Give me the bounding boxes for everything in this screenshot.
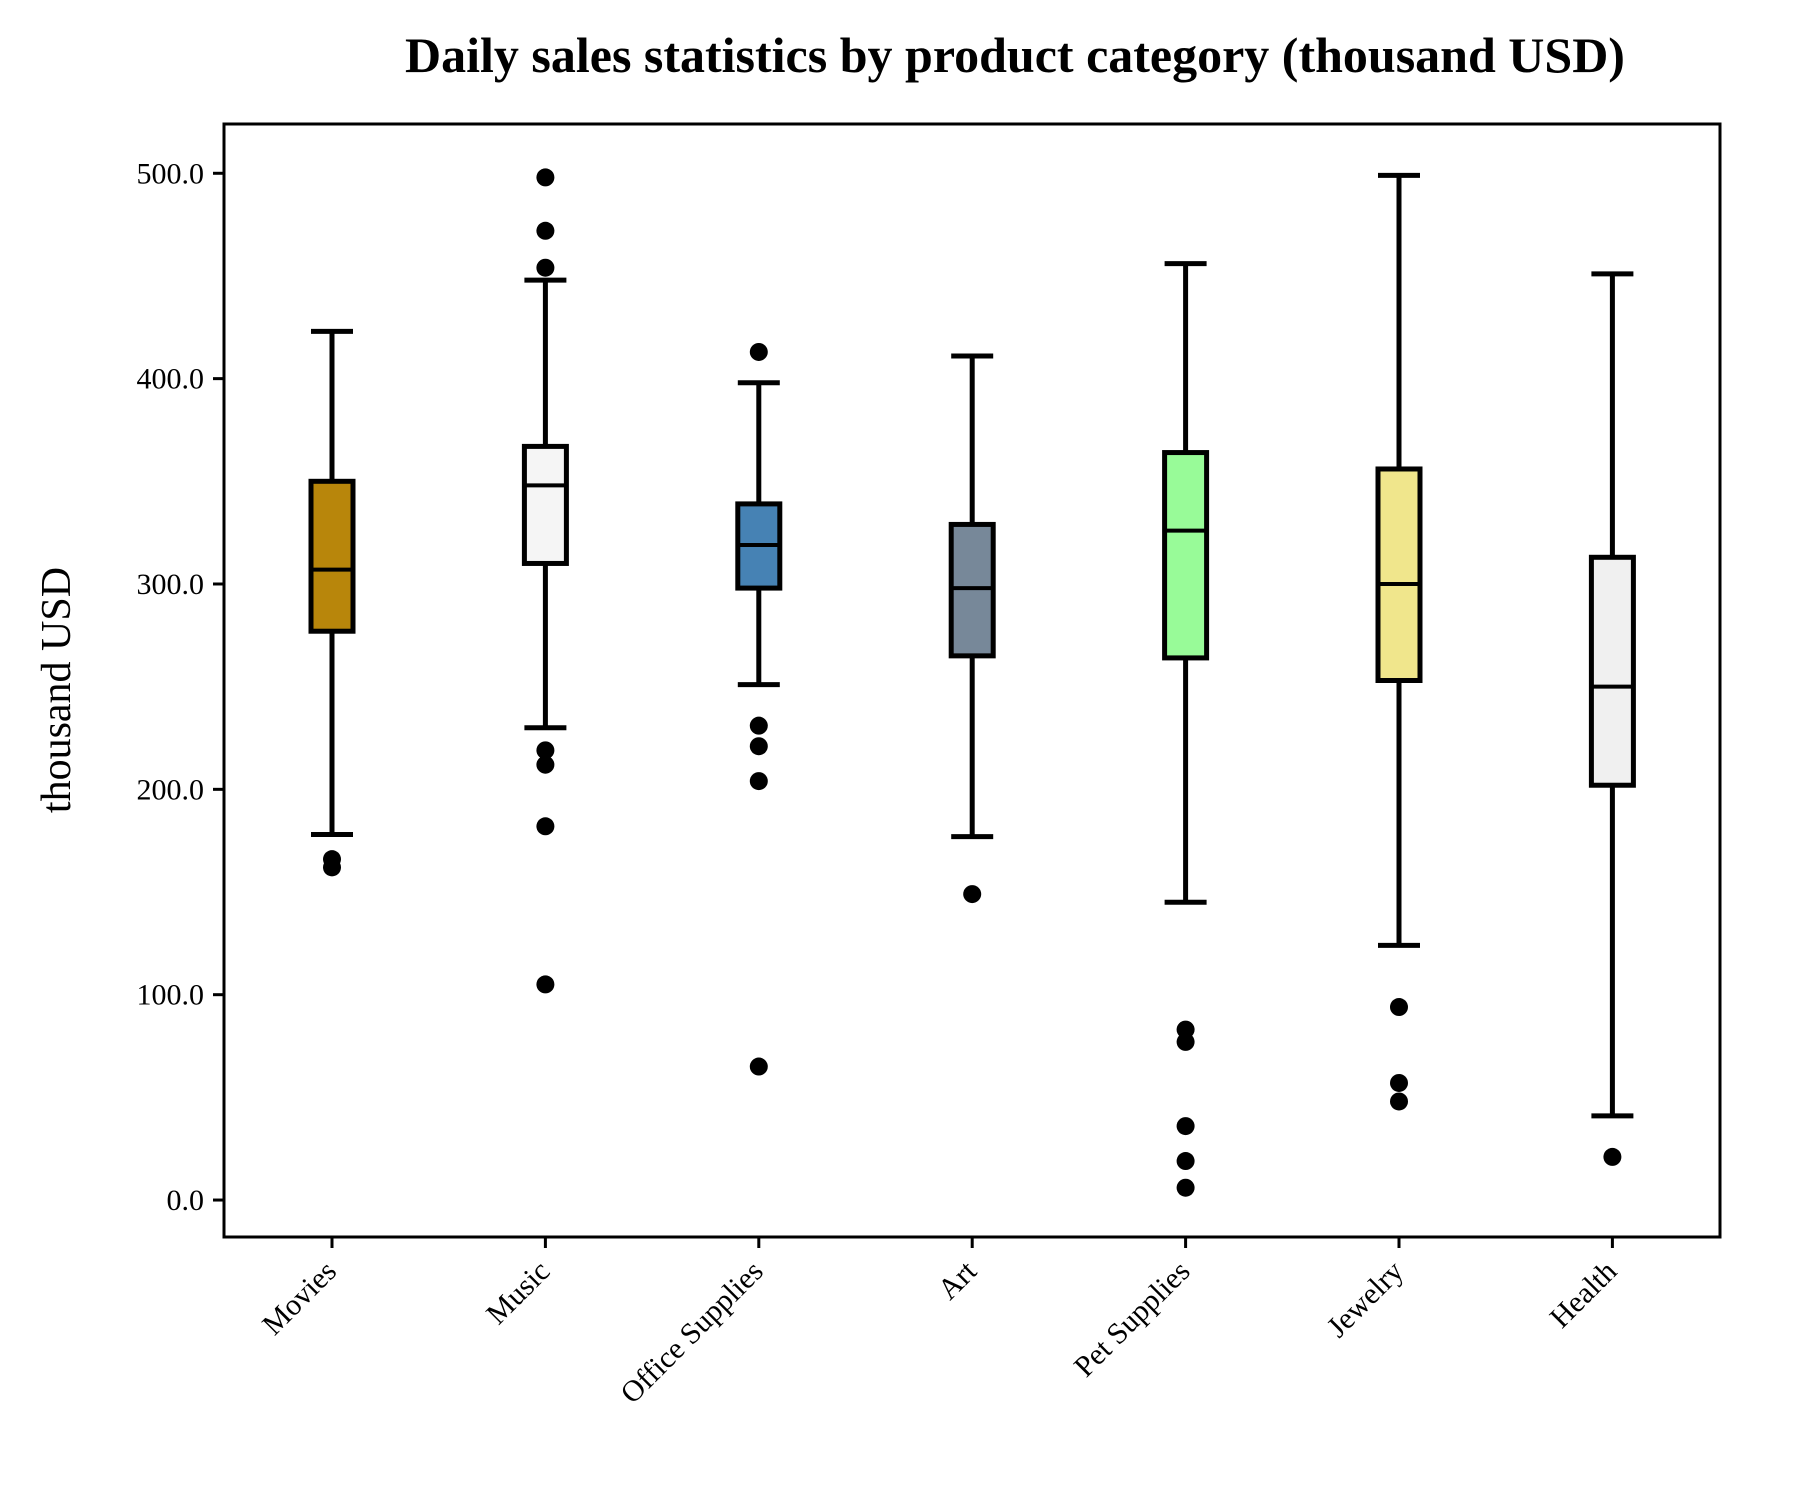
outlier-point-jewelry xyxy=(1390,998,1408,1017)
outlier-point-music xyxy=(536,755,555,774)
outlier-point-music xyxy=(536,221,555,240)
box-group-office-supplies xyxy=(735,342,783,1076)
outlier-point-jewelry xyxy=(1390,1092,1408,1111)
x-tick-label: Art xyxy=(932,1254,984,1306)
box-group-jewelry xyxy=(1375,172,1423,1111)
outlier-point-office-supplies xyxy=(749,342,768,361)
x-tick-label: Office Supplies xyxy=(614,1255,770,1411)
outlier-point-jewelry xyxy=(1390,1073,1408,1092)
outlier-point-pet-supplies xyxy=(1176,1178,1195,1197)
box-group-health xyxy=(1588,271,1636,1166)
box-health xyxy=(1588,554,1636,788)
plot-area xyxy=(308,168,1636,1197)
outlier-point-health xyxy=(1603,1147,1622,1166)
outlier-point-office-supplies xyxy=(749,772,768,791)
y-tick-label: 0.0 xyxy=(167,1184,205,1217)
y-tick-label: 200.0 xyxy=(137,773,205,806)
outlier-point-pet-supplies xyxy=(1176,1152,1195,1171)
y-tick-label: 300.0 xyxy=(137,568,205,601)
outlier-point-movies xyxy=(323,858,341,877)
box-jewelry xyxy=(1375,466,1423,683)
outlier-point-office-supplies xyxy=(749,737,768,756)
outlier-point-pet-supplies xyxy=(1176,1020,1195,1039)
y-tick-label: 100.0 xyxy=(137,979,205,1012)
outlier-point-music xyxy=(536,741,555,760)
box-movies xyxy=(308,478,356,634)
y-tick-label: 500.0 xyxy=(137,157,205,190)
box-group-art xyxy=(948,353,996,904)
y-axis-label: thousand USD xyxy=(34,567,80,813)
box-group-pet-supplies xyxy=(1162,261,1210,1197)
outlier-point-music xyxy=(536,817,555,836)
x-tick-label: Movies xyxy=(256,1255,343,1342)
outlier-point-music xyxy=(536,258,555,277)
chart-title: Daily sales statistics by product catego… xyxy=(405,27,1625,83)
x-tick-label: Music xyxy=(480,1255,556,1331)
outlier-point-office-supplies xyxy=(749,1057,768,1076)
outlier-point-office-supplies xyxy=(749,716,768,735)
box-art xyxy=(948,521,996,659)
axes: 0.0 100.0 200.0 300.0 400.0 500.0 Movies Music O… xyxy=(137,122,1722,1411)
outlier-point-music xyxy=(536,975,555,994)
y-tick-label: 400.0 xyxy=(137,363,205,396)
x-tick-label: Health xyxy=(1543,1255,1623,1335)
box-music xyxy=(521,443,569,566)
outlier-point-pet-supplies xyxy=(1176,1117,1195,1136)
box-group-music xyxy=(521,168,569,994)
outlier-point-pet-supplies xyxy=(1176,1032,1195,1051)
x-tick-label: Jewelry xyxy=(1321,1255,1410,1344)
box-pet-supplies xyxy=(1162,450,1210,661)
outlier-point-music xyxy=(536,168,555,187)
outlier-point-art xyxy=(963,885,982,904)
box-group-movies xyxy=(308,328,356,877)
x-tick-label: Pet Supplies xyxy=(1068,1255,1197,1384)
